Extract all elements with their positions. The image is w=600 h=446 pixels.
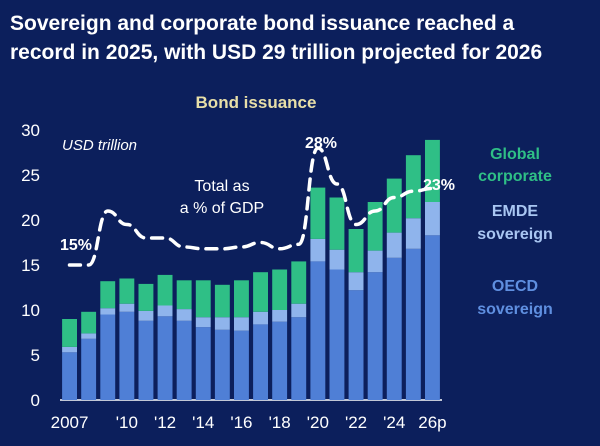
bar-oecd-2023 — [367, 272, 383, 400]
bar-corporate-2026p — [425, 139, 440, 202]
bar-corporate-2020 — [310, 187, 326, 239]
y-tick-label: 15 — [21, 256, 40, 275]
gdp-share-line-layer — [67, 146, 435, 267]
bar-emde-2007 — [62, 346, 77, 353]
bar-corporate-2011 — [138, 283, 154, 311]
bar-corporate-2016 — [234, 280, 249, 318]
bar-corporate-2009 — [100, 281, 116, 309]
chart-title-line-2: record in 2025, with USD 29 trillion pro… — [10, 41, 542, 64]
bar-oecd-2015 — [214, 329, 230, 400]
bar-corporate-2021 — [329, 197, 345, 250]
y-tick-label: 0 — [31, 391, 40, 410]
bar-oecd-2016 — [234, 330, 249, 400]
bar-oecd-2014 — [195, 327, 211, 400]
x-tick-label: '10 — [116, 413, 138, 432]
y-tick-label: 5 — [31, 346, 40, 365]
bar-emde-2023 — [367, 250, 383, 273]
bar-oecd-2007 — [62, 352, 77, 400]
bar-oecd-2024 — [386, 257, 402, 400]
bar-oecd-2026p — [425, 235, 440, 400]
x-tick-label: '16 — [230, 413, 252, 432]
bar-corporate-2010 — [119, 278, 135, 304]
bar-corporate-2017 — [253, 272, 268, 312]
bar-corporate-2012 — [157, 274, 173, 306]
bar-oecd-2025 — [405, 248, 421, 400]
bar-corporate-2013 — [176, 280, 192, 310]
legend-global-corporate-line-1: Global — [490, 146, 540, 163]
bar-emde-2026p — [425, 202, 440, 236]
bar-emde-2014 — [195, 317, 211, 328]
bar-oecd-2017 — [253, 324, 268, 400]
y-tick-label: 25 — [21, 166, 40, 185]
bar-corporate-2025 — [405, 155, 421, 219]
legend: Global corporate EMDE sovereign OECD sov… — [477, 146, 553, 318]
bar-corporate-2022 — [348, 229, 364, 273]
bar-oecd-2012 — [157, 316, 173, 400]
bar-corporate-2008 — [81, 311, 97, 334]
bar-corporate-2007 — [62, 319, 77, 347]
bar-oecd-2011 — [138, 320, 154, 400]
bar-emde-2024 — [386, 232, 402, 258]
bar-emde-2010 — [119, 303, 135, 312]
legend-oecd-sovereign-line-1: OECD — [492, 278, 538, 295]
legend-oecd-sovereign-line-2: sovereign — [477, 301, 553, 318]
bar-oecd-2019 — [291, 317, 307, 400]
x-tick-label: '12 — [154, 413, 176, 432]
x-tick-label: '18 — [269, 413, 291, 432]
y-axis: 0 5 10 15 20 25 30 — [21, 121, 40, 410]
legend-emde-sovereign-line-1: EMDE — [492, 203, 539, 220]
bar-emde-2008 — [81, 333, 97, 339]
bar-emde-2018 — [272, 310, 288, 322]
bar-emde-2022 — [348, 272, 364, 291]
bar-oecd-2009 — [100, 314, 116, 400]
x-tick-label: '24 — [383, 413, 405, 432]
bar-emde-2015 — [214, 317, 230, 330]
bar-emde-2021 — [329, 249, 345, 270]
x-axis: 2007 '10 '12 '14 '16 '18 '20 '22 '24 26p — [51, 413, 447, 432]
y-tick-label: 30 — [21, 121, 40, 140]
bar-oecd-2013 — [176, 320, 192, 400]
bar-corporate-2023 — [367, 202, 383, 251]
bar-emde-2011 — [138, 310, 154, 321]
gdp-line-label-line-2: a % of GDP — [180, 200, 264, 217]
bar-oecd-2018 — [272, 321, 288, 400]
x-tick-label: 2007 — [51, 413, 89, 432]
x-tick-label: '14 — [192, 413, 214, 432]
legend-global-corporate-line-2: corporate — [478, 168, 552, 185]
bar-oecd-2020 — [310, 261, 326, 400]
bar-emde-2017 — [253, 311, 268, 325]
bar-corporate-2024 — [386, 178, 402, 233]
bar-emde-2019 — [291, 303, 307, 318]
bar-oecd-2021 — [329, 269, 345, 400]
bar-emde-2009 — [100, 308, 116, 315]
bar-oecd-2008 — [81, 338, 97, 400]
gdp-line-label-line-1: Total as — [194, 178, 249, 195]
y-tick-label: 10 — [21, 301, 40, 320]
bar-layer — [62, 139, 440, 400]
legend-emde-sovereign-line-2: sovereign — [477, 226, 553, 243]
chart-title-line-1: Sovereign and corporate bond issuance re… — [10, 12, 514, 35]
unit-label: USD trillion — [62, 137, 137, 154]
x-tick-label: '22 — [345, 413, 367, 432]
bar-corporate-2019 — [291, 261, 307, 304]
gdp-end-annotation: 23% — [423, 177, 455, 194]
bar-emde-2025 — [405, 218, 421, 249]
chart-subtitle: Bond issuance — [196, 93, 317, 112]
x-tick-label: '20 — [307, 413, 329, 432]
bar-oecd-2010 — [119, 311, 135, 400]
x-tick-label: 26p — [418, 413, 446, 432]
bar-emde-2020 — [310, 238, 326, 262]
bar-emde-2016 — [234, 317, 249, 331]
bar-corporate-2015 — [214, 284, 230, 318]
bar-corporate-2014 — [195, 280, 211, 318]
bar-emde-2013 — [176, 309, 192, 321]
gdp-start-annotation: 15% — [60, 237, 92, 254]
gdp-share-line — [67, 146, 435, 267]
bar-emde-2012 — [157, 305, 173, 317]
bar-oecd-2022 — [348, 290, 364, 400]
gdp-peak-annotation: 28% — [305, 135, 337, 152]
y-tick-label: 20 — [21, 211, 40, 230]
bar-corporate-2018 — [272, 269, 288, 310]
